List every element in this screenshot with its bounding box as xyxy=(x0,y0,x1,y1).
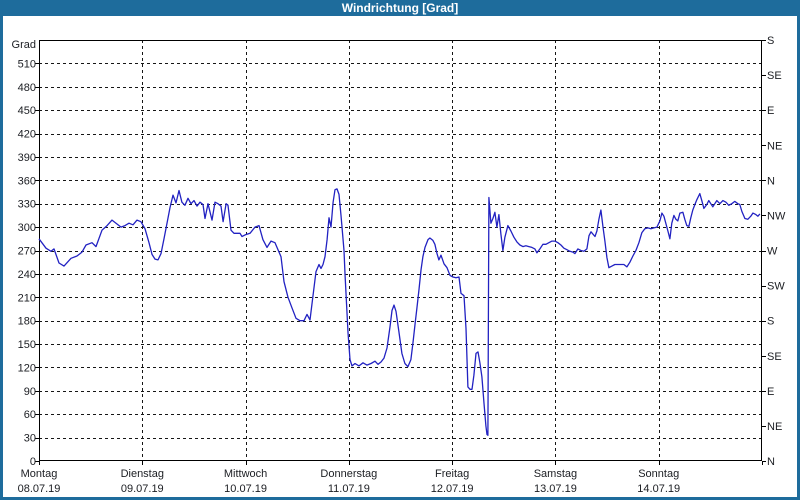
chart-content: 510 480 450 420 390 360 330 300 270 240 210 180 150 1… xyxy=(0,16,800,500)
wind-direction-line xyxy=(38,188,761,436)
window-border-bottom xyxy=(0,497,800,500)
x-date-label: 14.07.19 xyxy=(637,483,680,495)
x-date-label: 08.07.19 xyxy=(18,483,61,495)
y-left-tick-label: 360 xyxy=(18,175,36,187)
y-left-tick-label: 90 xyxy=(24,386,36,398)
y-left-tick-label: 210 xyxy=(18,292,36,304)
x-day-label: Dienstag xyxy=(121,468,164,480)
y-left-tick-label: 180 xyxy=(18,316,36,328)
x-date-label: 10.07.19 xyxy=(224,483,267,495)
y-right-tick-label: SE xyxy=(767,351,782,363)
y-right-tick-label: NW xyxy=(767,210,786,222)
x-day-label: Donnerstag xyxy=(320,468,377,480)
y-right-tick-label: SE xyxy=(767,70,782,82)
y-right-tick-label: E xyxy=(767,105,774,117)
y-left-tick-label: 0 xyxy=(30,456,36,468)
y-right-tick-label: SW xyxy=(767,281,785,293)
y-left-tick-label: 30 xyxy=(24,433,36,445)
y-left-tick-label: 150 xyxy=(18,339,36,351)
y-right-tick-label: NE xyxy=(767,421,782,433)
x-date-label: 12.07.19 xyxy=(431,483,474,495)
y-left-tick-label: 300 xyxy=(18,222,36,234)
y-axis-unit-label: Grad xyxy=(12,39,36,51)
grid-group xyxy=(39,40,762,461)
y-left-tick-label: 240 xyxy=(18,269,36,281)
plot-area xyxy=(39,40,762,461)
y-left-tick-label: 330 xyxy=(18,199,36,211)
wind-direction-chart: 5104804504203903603303002702402101801501… xyxy=(0,16,800,500)
y-right-tick-label: E xyxy=(767,386,774,398)
y-left-tick-label: 270 xyxy=(18,246,36,258)
titlebar: Windrichtung [Grad] xyxy=(0,0,800,16)
y-left-tick-label: 450 xyxy=(18,105,36,117)
window-border-right xyxy=(797,16,800,500)
y-right-tick-label: NE xyxy=(767,140,782,152)
y-left-tick-label: 480 xyxy=(18,82,36,94)
y-left-tick-label: 390 xyxy=(18,152,36,164)
x-day-label: Montag xyxy=(21,468,58,480)
y-left-tick-label: 60 xyxy=(24,409,36,421)
x-day-label: Mittwoch xyxy=(224,468,267,480)
y-right-tick-label: W xyxy=(767,246,778,258)
x-day-label: Freitag xyxy=(435,468,469,480)
y-left-tick-label: 120 xyxy=(18,362,36,374)
plot-border xyxy=(39,40,762,461)
y-right-tick-label: N xyxy=(767,175,775,187)
y-left-tick-label: 420 xyxy=(18,129,36,141)
x-date-label: 09.07.19 xyxy=(121,483,164,495)
y-right-tick-label: S xyxy=(767,316,774,328)
x-day-label: Samstag xyxy=(534,468,577,480)
y-left-tick-label: 510 xyxy=(18,58,36,70)
y-right-tick-label: S xyxy=(767,35,774,47)
x-date-label: 13.07.19 xyxy=(534,483,577,495)
window-title: Windrichtung [Grad] xyxy=(341,1,459,15)
y-right-tick-label: N xyxy=(767,456,775,468)
window-border-left xyxy=(0,16,3,500)
x-date-label: 11.07.19 xyxy=(328,483,370,495)
x-day-label: Sonntag xyxy=(638,468,679,480)
